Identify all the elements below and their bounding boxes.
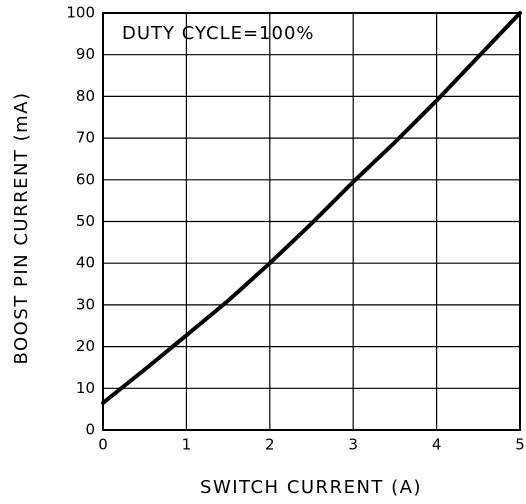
y-tick-label: 50 — [76, 212, 95, 230]
y-tick-label: 100 — [66, 4, 95, 22]
y-tick-label: 60 — [76, 170, 95, 188]
x-tick-label: 3 — [348, 436, 358, 454]
y-tick-label: 40 — [76, 254, 95, 272]
x-tick-label: 0 — [98, 436, 108, 454]
y-tick-label: 90 — [76, 45, 95, 63]
plot-frame — [102, 12, 521, 431]
y-axis-label: BOOST PIN CURRENT (mA) — [11, 91, 32, 364]
x-tick-label: 1 — [182, 436, 192, 454]
y-tick-label: 20 — [76, 337, 95, 355]
y-tick-label: 70 — [76, 129, 95, 147]
y-tick-label: 10 — [76, 379, 95, 397]
x-tick-label: 4 — [432, 436, 442, 454]
y-tick-label: 0 — [85, 421, 95, 439]
y-tick-label: 30 — [76, 295, 95, 313]
y-tick-label: 80 — [76, 87, 95, 105]
x-tick-label: 5 — [515, 436, 525, 454]
x-axis-label: SWITCH CURRENT (A) — [200, 477, 422, 498]
x-tick-label: 2 — [265, 436, 275, 454]
data-line — [101, 11, 522, 405]
annotation: DUTY CYCLE=100% — [122, 23, 315, 44]
